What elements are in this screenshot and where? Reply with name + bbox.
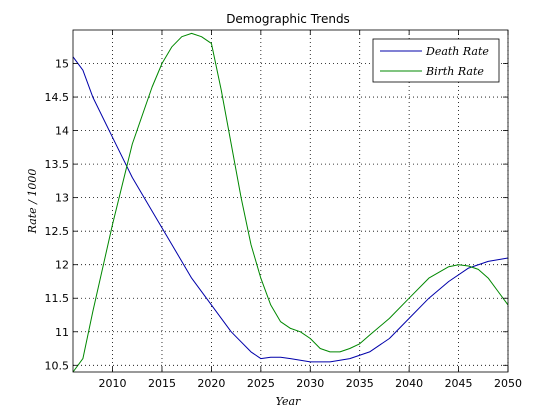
legend-label-birth-rate: Birth Rate (425, 65, 484, 78)
legend: Death Rate Birth Rate (372, 38, 500, 83)
x-tick-label: 2010 (99, 377, 127, 390)
y-tick-label: 12 (55, 259, 69, 272)
y-tick-label: 15 (55, 58, 69, 71)
y-tick-label: 13.5 (45, 158, 70, 171)
x-tick-label: 2020 (197, 377, 225, 390)
x-tick-label: 2050 (494, 377, 522, 390)
y-tick-label: 14.5 (45, 91, 70, 104)
series-line-birth-rate (72, 32, 509, 373)
axis-ticks: 2010 2015 2020 2025 2030 2035 2040 2045 2050 10.5… (45, 30, 522, 390)
y-tick-label: 10.5 (45, 359, 70, 372)
series-lines (72, 32, 509, 373)
series-line-death-rate (72, 56, 509, 363)
y-tick-label: 11 (55, 326, 69, 339)
y-tick-label: 14 (55, 125, 69, 138)
x-axis-label: Year (276, 395, 301, 408)
x-tick-label: 2035 (346, 377, 374, 390)
y-tick-label: 11.5 (45, 292, 70, 305)
chart-title: Demographic Trends (226, 12, 350, 26)
x-tick-label: 2015 (148, 377, 176, 390)
legend-box (372, 38, 500, 83)
legend-label-death-rate: Death Rate (425, 45, 489, 58)
x-tick-label: 2030 (296, 377, 324, 390)
y-tick-label: 12.5 (45, 225, 70, 238)
x-tick-label: 2040 (395, 377, 423, 390)
plot-frame (72, 29, 509, 373)
x-tick-label: 2045 (445, 377, 473, 390)
y-axis-label: Rate / 1000 (26, 169, 39, 235)
y-tick-label: 13 (55, 192, 69, 205)
x-tick-label: 2025 (247, 377, 275, 390)
